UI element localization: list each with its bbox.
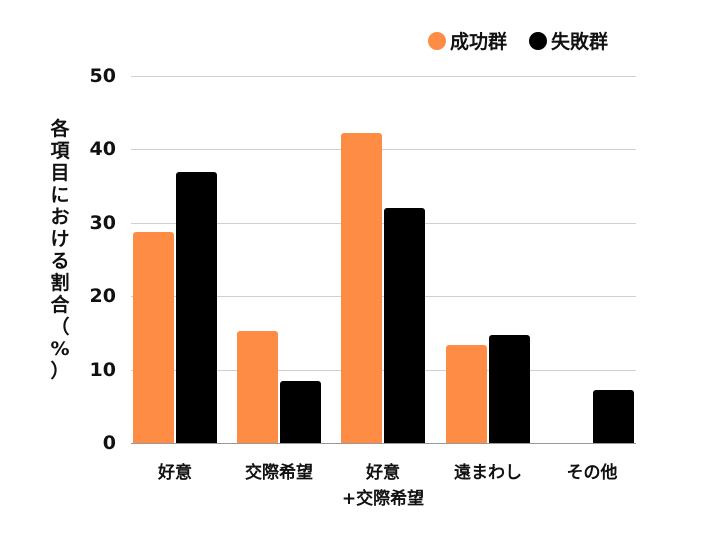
gridline xyxy=(131,149,636,150)
bar-success xyxy=(133,232,174,443)
y-axis-label-char: 各 xyxy=(50,118,70,140)
bar-failure xyxy=(176,172,217,443)
y-tick-label: 50 xyxy=(89,65,116,87)
y-axis-label-char: る xyxy=(50,250,70,272)
y-tick-label: 30 xyxy=(89,211,116,234)
y-tick-label: 20 xyxy=(89,285,116,308)
y-axis-label-char: に xyxy=(50,184,70,206)
y-axis-label-char: 割 xyxy=(50,272,70,294)
y-axis-label-char: 項 xyxy=(50,140,70,162)
x-tick-label: 好意 +交際希望 xyxy=(328,460,438,512)
x-tick-label-line: 好意 xyxy=(158,463,192,483)
x-tick-label-line: その他 xyxy=(566,463,618,483)
legend-item-failure: 失敗群 xyxy=(529,27,608,54)
y-tick-label: 0 xyxy=(102,432,116,454)
y-axis-label-char: け xyxy=(50,228,70,250)
legend-dot-failure-icon xyxy=(529,31,548,50)
y-axis-label-char: 目 xyxy=(50,162,70,184)
y-axis-label-char: お xyxy=(50,206,70,228)
x-tick-label: 交際希望 xyxy=(224,460,334,486)
y-tick-label: 10 xyxy=(89,358,116,381)
y-tick-label: 40 xyxy=(89,138,116,161)
bar-failure xyxy=(384,208,425,443)
legend-item-success: 成功群 xyxy=(428,27,507,54)
bar-success xyxy=(237,330,278,443)
bar-success xyxy=(446,344,487,443)
legend-dot-success-icon xyxy=(428,31,446,50)
x-tick-label-line: 好意 xyxy=(366,463,400,483)
y-axis-label-char: ） xyxy=(50,360,70,382)
gridline xyxy=(131,370,636,371)
gridline xyxy=(131,76,636,77)
x-tick-label-line: 交際希望 xyxy=(245,463,313,483)
gridline xyxy=(131,223,636,224)
y-axis-label-char: 合 xyxy=(50,294,70,316)
x-axis-baseline xyxy=(131,443,636,444)
y-axis-label-char: % xyxy=(50,338,70,360)
legend: 成功群 失敗群 xyxy=(428,27,630,54)
x-tick-label-line: +交際希望 xyxy=(341,489,425,509)
bar-success xyxy=(341,133,382,443)
legend-label-success: 成功群 xyxy=(450,31,508,53)
x-tick-label-line: 遠まわし xyxy=(454,463,522,483)
legend-label-failure: 失敗群 xyxy=(551,31,609,53)
x-tick-label: 遠まわし xyxy=(433,460,543,486)
y-axis-label: 各項目における割合（%） xyxy=(48,118,72,382)
bar-failure xyxy=(489,335,530,443)
x-tick-label: 好意 xyxy=(120,460,230,486)
y-axis-label-char: （ xyxy=(50,316,70,338)
bar-failure xyxy=(280,381,321,443)
x-tick-label: その他 xyxy=(537,460,647,486)
gridline xyxy=(131,296,636,297)
bar-failure xyxy=(593,390,634,443)
